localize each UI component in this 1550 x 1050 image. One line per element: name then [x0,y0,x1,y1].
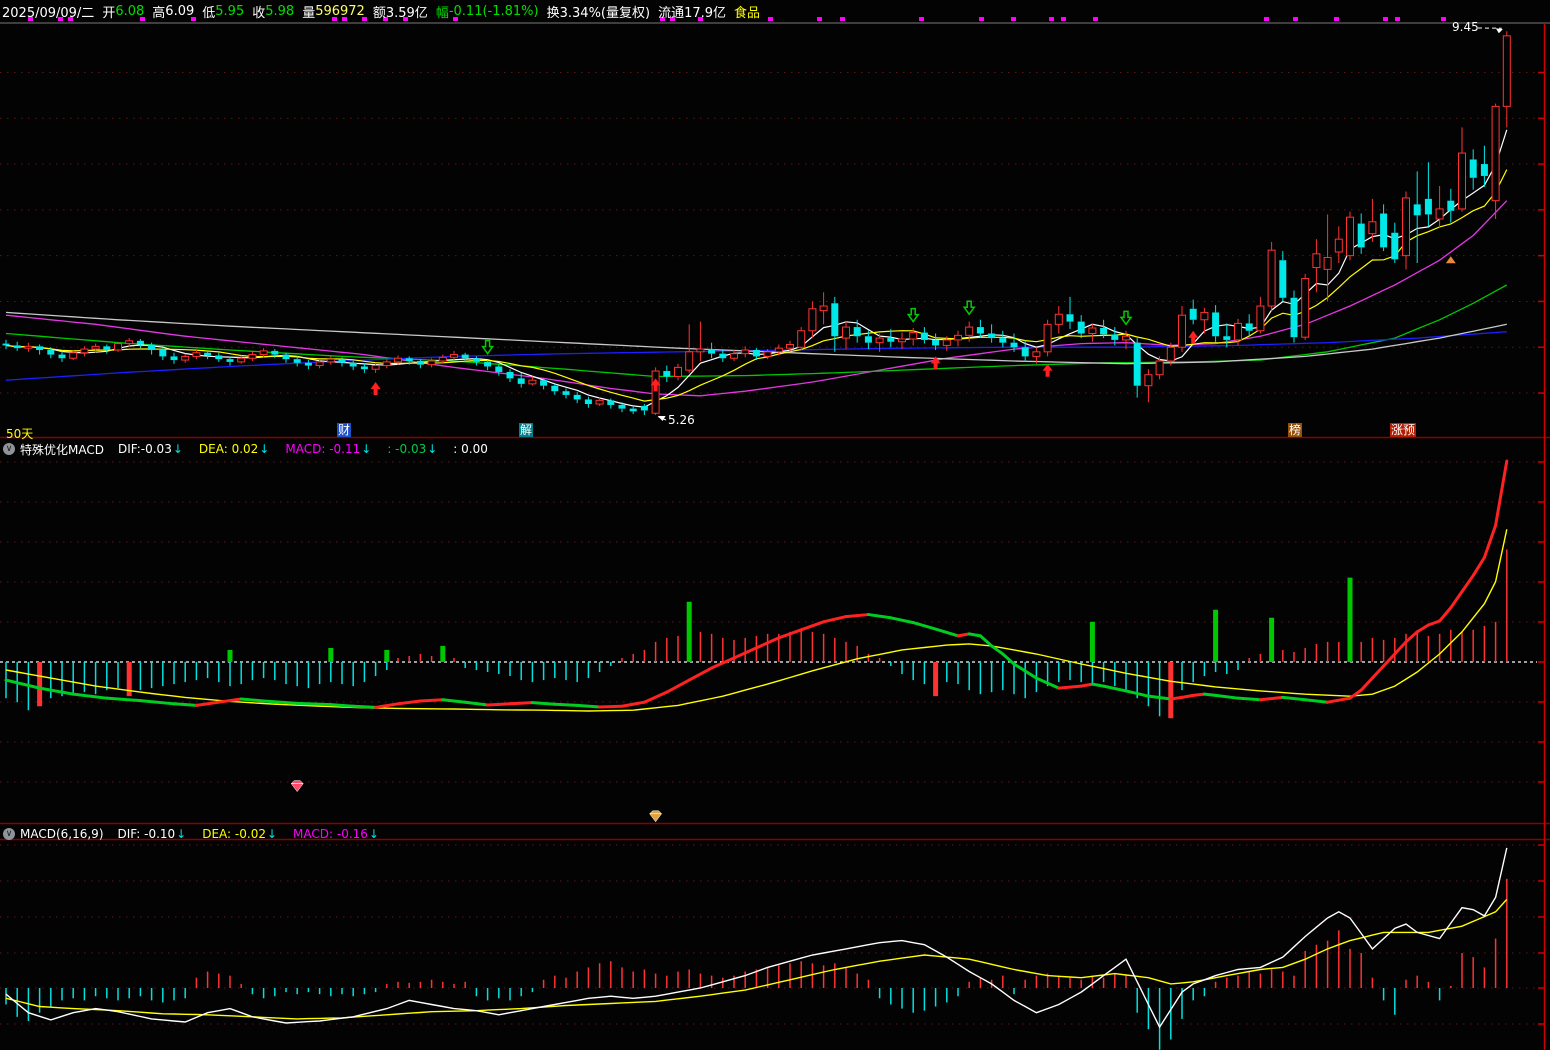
indicator2-header: ∨ MACD(6,16,9) DIF: -0.10↓ DEA: -0.02↓ MAC… [0,825,395,843]
month-tick [58,17,63,21]
month-tick [1293,17,1298,21]
month-tick [342,17,347,21]
indicator-field: DEA: -0.02↓ [202,827,278,841]
month-tick [1093,17,1098,21]
month-tick [1264,17,1269,21]
gem-marker-icon [648,810,663,822]
collapse-icon[interactable]: ∨ [3,828,15,840]
collapse-icon[interactable]: ∨ [3,443,15,455]
info-item: 5.98 [265,3,295,19]
high-arrowhead [1495,28,1503,34]
indicator1-panel[interactable] [0,459,1537,822]
info-item: 收 [252,5,266,21]
month-tick [1383,17,1388,21]
info-item: 3.34%(量复权) [559,5,651,21]
month-tick [332,17,337,21]
month-tick [817,17,822,21]
indicator-field: MACD: -0.11↓ [285,442,372,456]
month-tick [362,17,367,21]
ma-line-ma30 [5,284,1508,378]
indicator-field: DIF:-0.03↓ [117,442,183,456]
buy-arrow-icon [930,356,941,370]
info-item: 流通 [658,5,685,21]
info-item: 6.08 [115,3,145,19]
month-tick [768,17,773,21]
event-tag[interactable]: 财 [337,423,352,437]
info-item: 596972 [315,3,365,19]
indicator-field: DEA: 0.02↓ [198,442,270,456]
buy-arrow-icon [650,378,661,392]
month-tick [453,17,458,21]
month-tick [660,17,665,21]
info-item: 额 [372,5,386,21]
month-tick [1395,17,1400,21]
indicator-field: : 0.00 [453,442,488,456]
month-tick [670,17,675,21]
indicator1-header: ∨ 特殊优化MACD DIF:-0.03↓ DEA: 0.02↓ MACD: -0.… [0,440,504,458]
gem-marker-icon [290,780,304,793]
info-bar: 2025/09/09/二开 6.08 高 6.09 低 5.95 收 5.98 量 596972 额… [0,0,1550,22]
triangle-marker-icon [1445,256,1456,264]
info-item: 6.09 [165,3,195,19]
ma-period-label: 50天 [6,427,34,441]
indicator-field: DIF: -0.10↓ [117,827,187,841]
dea-line [5,529,1508,712]
info-item: 5.95 [215,3,245,19]
low-price-label: 5.26 [668,413,695,427]
low-arrowhead [657,416,666,422]
info-item: 2025/09/09/二 [2,5,95,21]
buy-arrow-icon [370,382,381,396]
candles[interactable] [2,31,1511,416]
indicator2-values: DIF: -0.10↓ DEA: -0.02↓ MACD: -0.16↓ [118,827,395,841]
event-tag[interactable]: 解 [519,423,534,437]
sell-arrow-icon [962,300,976,316]
info-item: 开 [102,5,116,21]
month-tick [191,17,196,21]
indicator-field: MACD: -0.16↓ [293,827,379,841]
info-item: 换 [546,5,560,21]
info-item: 食品 [734,5,761,21]
info-item: 幅 [435,5,449,21]
info-item: 3.59亿 [385,5,428,21]
sell-arrow-icon [1119,310,1133,326]
month-tick [698,17,703,21]
month-tick [140,17,145,21]
month-tick [840,17,845,21]
month-tick [1061,17,1066,21]
month-tick [403,17,408,21]
month-tick [68,17,73,21]
info-item: 低 [202,5,216,21]
main-chart[interactable] [0,31,1537,416]
event-tag[interactable]: 榜 [1288,423,1303,437]
indicator2-title: MACD(6,16,9) [20,827,104,841]
sell-arrow-icon [481,339,495,355]
month-tick [979,17,984,21]
indicator1-values: DIF:-0.03↓ DEA: 0.02↓ MACD: -0.11↓ : -0.03↓… [118,442,504,456]
month-tick [1049,17,1054,21]
month-tick [383,17,388,21]
high-price-label: 9.45 [1452,20,1479,34]
buy-arrow-icon [1042,363,1053,377]
sell-arrow-icon [906,307,920,323]
indicator1-title: 特殊优化MACD [20,442,104,457]
month-tick [1334,17,1339,21]
indicator-field: : -0.03↓ [387,442,438,456]
event-tag[interactable]: 涨预 [1390,423,1417,437]
month-tick [1011,17,1016,21]
info-item: 量 [302,5,316,21]
info-item: 高 [152,5,166,21]
info-item: 17.9亿 [684,5,727,21]
info-item: -0.11(-1.81%) [448,3,539,19]
dif-line [5,847,1508,1029]
buy-arrow-icon [1188,330,1199,344]
month-tick [1441,17,1446,21]
month-tick [28,17,33,21]
month-tick [919,17,924,21]
indicator2-panel[interactable] [0,844,1537,1050]
ma-line-ma20 [5,200,1508,397]
